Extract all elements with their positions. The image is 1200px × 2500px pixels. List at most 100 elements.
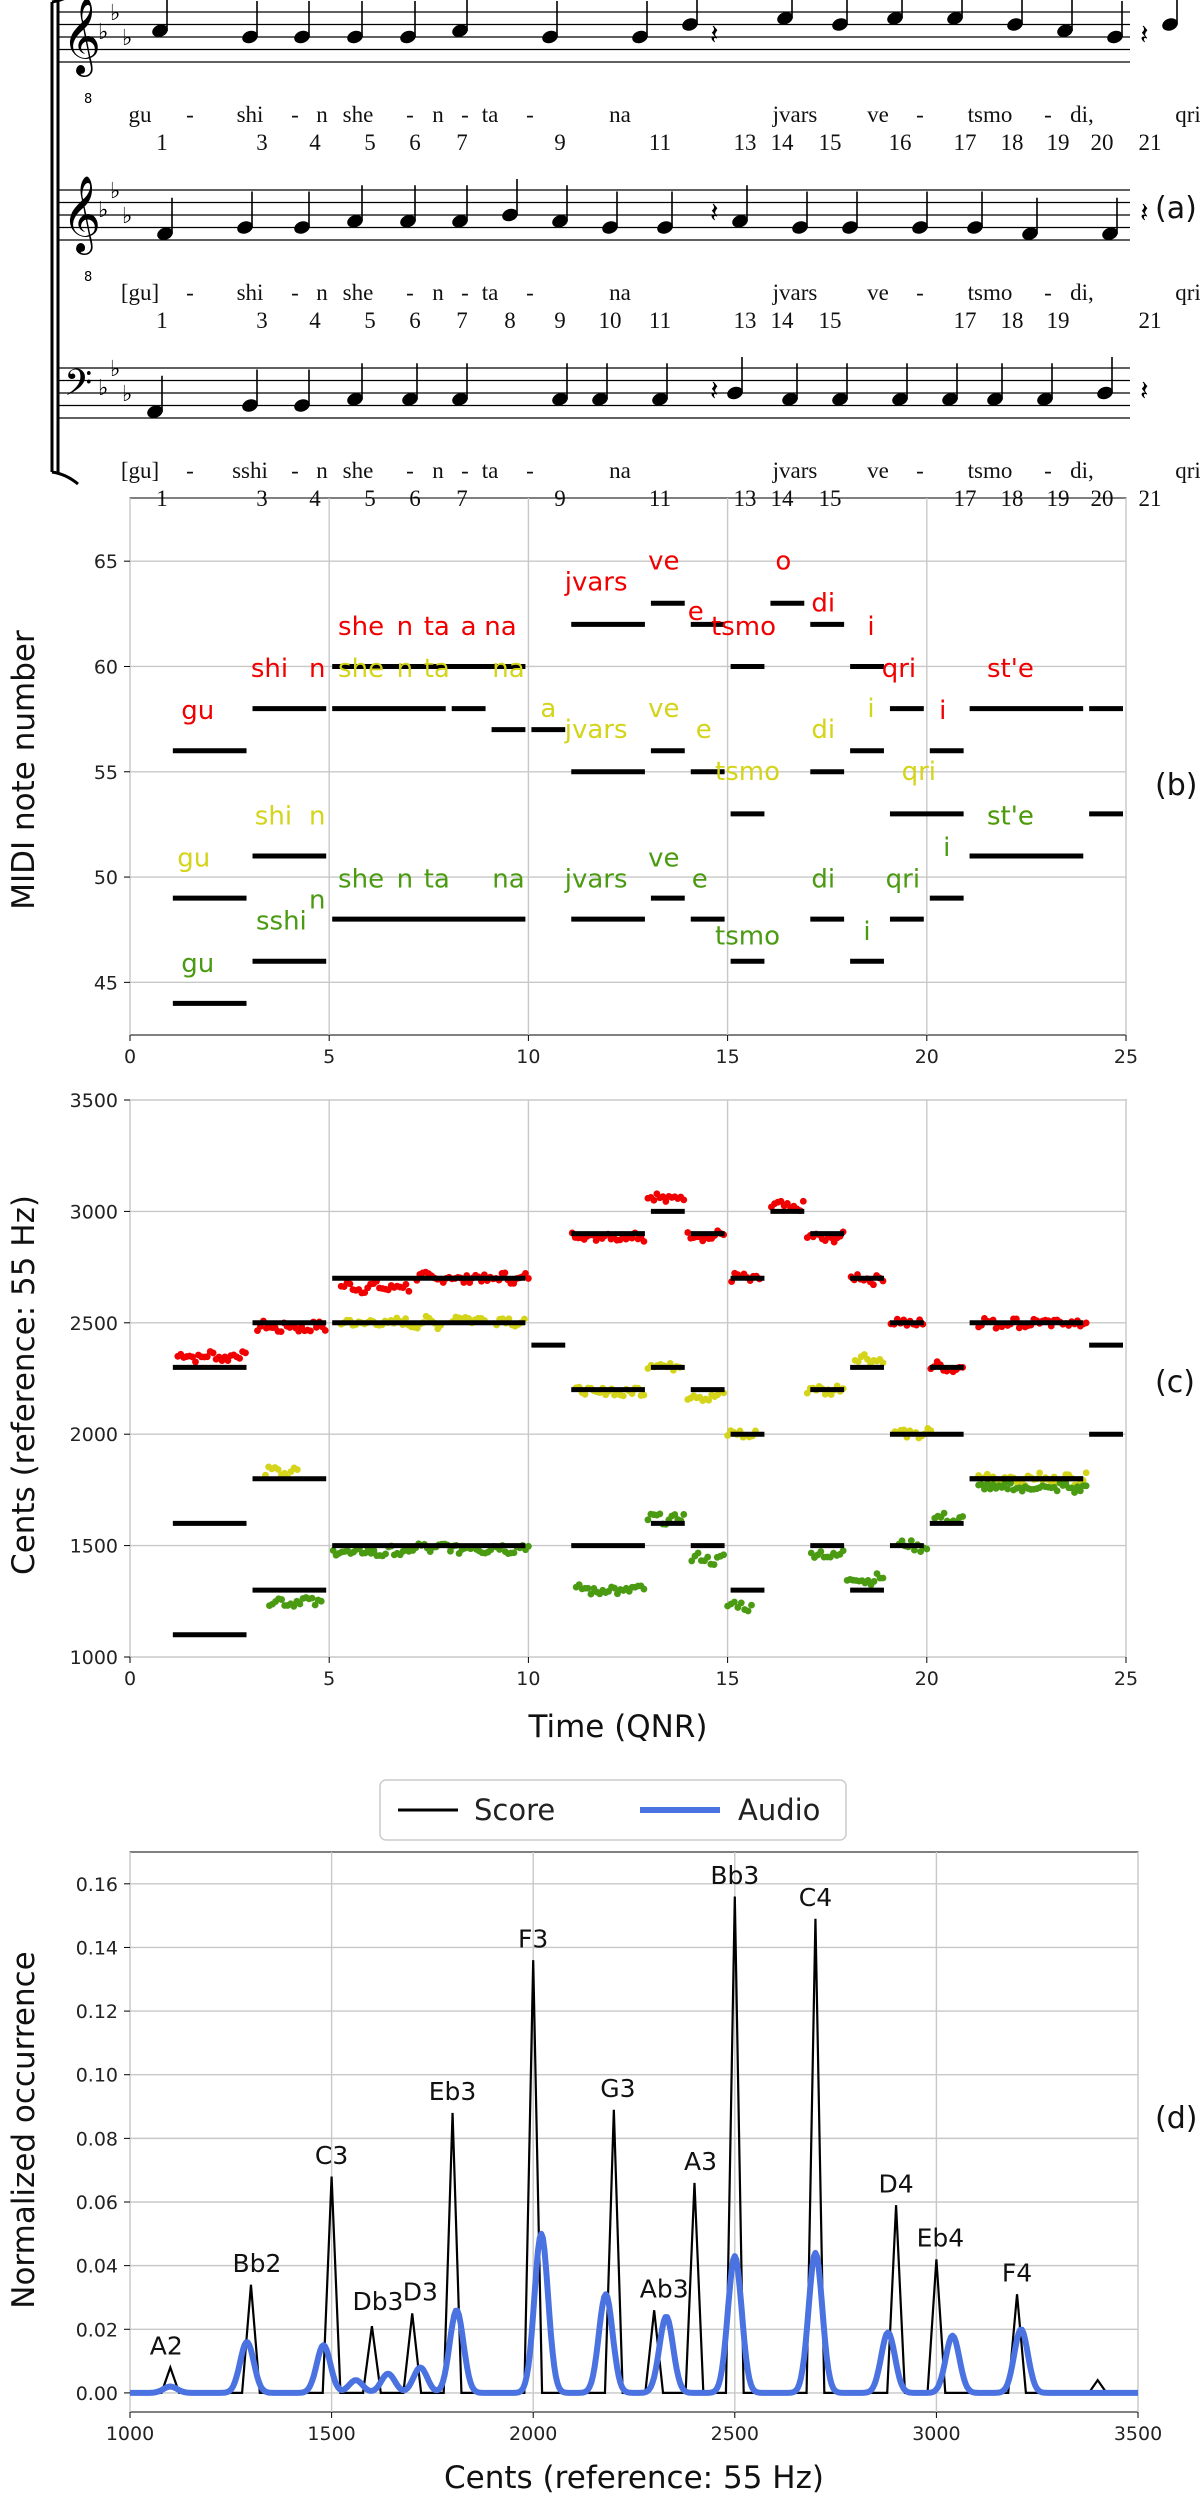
syllable-label-top: ve xyxy=(648,547,679,577)
notehead xyxy=(842,221,858,234)
lyric-syllable: - xyxy=(186,280,194,305)
beat-number: 1 xyxy=(156,308,168,333)
lyric-syllable: she xyxy=(343,280,374,305)
panel-d-xlabel: Cents (reference: 55 Hz) xyxy=(444,2460,824,2496)
lyric-syllable: - xyxy=(291,458,299,483)
panel-d-ylabel: Normalized occurrence xyxy=(6,1951,42,2308)
lyric-syllable: - xyxy=(916,102,924,127)
notehead xyxy=(602,221,618,234)
tick-label-y: 0.00 xyxy=(76,2383,118,2405)
notehead xyxy=(294,30,310,44)
audio-point-middle xyxy=(581,1390,589,1398)
notehead xyxy=(942,392,958,406)
audio-point-middle xyxy=(640,1391,648,1399)
panel-d-frame xyxy=(129,1851,1139,2413)
lyric-syllable: na xyxy=(609,102,631,127)
lyric-syllable: di, xyxy=(1070,280,1094,305)
lyric-syllable: na xyxy=(609,280,631,305)
lyric-syllable: - xyxy=(291,102,299,127)
lyric-syllable: - xyxy=(526,458,534,483)
lyric-syllable: - xyxy=(406,280,414,305)
audio-point-bottom xyxy=(731,1598,738,1606)
peak-label: D3 xyxy=(403,2278,438,2307)
bracket-hooks xyxy=(51,0,79,486)
panel-b-grid xyxy=(129,498,1127,1035)
notehead xyxy=(592,392,608,406)
notehead xyxy=(347,214,363,228)
syllable-label-top: tsmo xyxy=(711,612,776,642)
beat-number: 14 xyxy=(771,308,795,333)
score-histogram-line xyxy=(130,1896,1138,2395)
tick-label-x: 10 xyxy=(516,1668,540,1690)
lyric-syllable: [gu] xyxy=(121,280,159,305)
audio-point-middle xyxy=(724,1432,731,1439)
panel-b-notes xyxy=(172,600,1123,1006)
notehead xyxy=(832,18,848,31)
tick-label-y: 0.10 xyxy=(76,2065,118,2087)
notehead xyxy=(682,18,698,31)
audio-point-bottom xyxy=(710,1561,718,1568)
lyric-syllable: na xyxy=(609,458,631,483)
syllable-label-top: she xyxy=(338,612,384,642)
notehead xyxy=(452,392,468,406)
notehead xyxy=(147,405,163,419)
syllable-label-middle: ve xyxy=(648,694,679,724)
peak-label: F3 xyxy=(518,1924,548,1953)
beat-number: 5 xyxy=(364,130,376,155)
syllable-label-top: qri xyxy=(882,654,916,684)
audio-point-bottom xyxy=(1004,1485,1012,1493)
tick-label-y: 0.04 xyxy=(76,2256,118,2278)
beat-number: 17 xyxy=(954,308,977,333)
lyric-syllable: n xyxy=(432,102,444,127)
panel-d-histogram: Score Audio 1000 1500 2000 2500 3000 3500 0.00… xyxy=(6,1779,1197,2496)
audio-point-top xyxy=(870,1281,877,1289)
syllable-label-top: n xyxy=(397,612,413,642)
notehead xyxy=(402,392,418,406)
lyric-syllable: tsmo xyxy=(968,458,1013,483)
syllable-label-middle: jvars xyxy=(564,715,628,745)
panel-c-grid xyxy=(129,1099,1127,1658)
panel-label-d: (d) xyxy=(1155,2101,1197,2136)
treble-clef-icon: 𝄞 xyxy=(62,0,101,77)
panel-d-ticks: 1000 1500 2000 2500 3000 3500 0.00 0.02 0.04 0.06… xyxy=(76,1874,1162,2445)
lyric-syllable: - xyxy=(1044,458,1052,483)
syllable-label-bottom: n xyxy=(397,865,413,895)
audio-point-bottom xyxy=(640,1585,648,1593)
peak-label: Db3 xyxy=(352,2287,403,2316)
notehead xyxy=(892,392,908,406)
syllable-label-top: gu xyxy=(181,696,214,726)
panel-c-ticks: 0 5 10 15 20 25 1000 1500 2000 2500 3000 3500 xyxy=(70,1090,1138,1690)
tick-label-y: 55 xyxy=(94,762,118,784)
panel-c-audio-points xyxy=(174,1190,1090,1615)
beat-number: 7 xyxy=(456,130,468,155)
audio-point-bottom xyxy=(584,1584,592,1592)
syllable-label-bottom: e xyxy=(692,865,708,895)
audio-point-middle xyxy=(900,1426,908,1434)
audio-histogram-line xyxy=(128,2230,1140,2396)
flat-icon: ♭ xyxy=(98,20,108,45)
notehead xyxy=(1007,18,1023,31)
lyric-syllable: shi xyxy=(237,280,264,305)
beat-number: 3 xyxy=(256,130,268,155)
lyric-syllable: jvars xyxy=(772,280,818,305)
audio-point-middle xyxy=(1036,1469,1044,1477)
syllable-label-middle: i xyxy=(867,694,874,724)
audio-point-bottom xyxy=(817,1548,825,1555)
rest-icon: 𝄽 xyxy=(710,18,719,51)
panel-d-grid xyxy=(129,1852,1139,2412)
lyric-syllable: tsmo xyxy=(968,280,1013,305)
audio-point-bottom xyxy=(694,1549,702,1557)
audio-point-bottom xyxy=(911,1546,918,1554)
panel-label-a: (a) xyxy=(1155,191,1197,226)
audio-point-bottom xyxy=(680,1511,688,1518)
notehead xyxy=(1162,18,1178,31)
tick-label-x: 15 xyxy=(716,1668,740,1690)
audio-point-top xyxy=(189,1353,196,1361)
lyric-syllable: jvars xyxy=(772,458,818,483)
audio-point-top xyxy=(628,1234,636,1242)
lyric-syllable: n xyxy=(432,458,444,483)
peak-label: F4 xyxy=(1002,2259,1032,2288)
panel-label-b: (b) xyxy=(1155,768,1197,803)
beat-number: 10 xyxy=(599,308,622,333)
